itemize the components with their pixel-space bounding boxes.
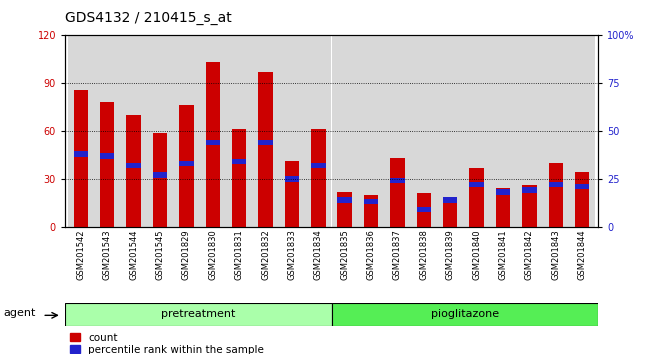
Bar: [516, 35, 543, 227]
Bar: [549, 163, 563, 227]
Bar: [285, 176, 299, 182]
Bar: [364, 199, 378, 205]
Text: GDS4132 / 210415_s_at: GDS4132 / 210415_s_at: [65, 11, 232, 25]
Bar: [575, 172, 590, 227]
Bar: [543, 35, 569, 227]
Bar: [384, 35, 411, 227]
Text: pretreatment: pretreatment: [161, 309, 235, 319]
Bar: [469, 182, 484, 187]
Text: agent: agent: [3, 308, 36, 318]
Bar: [390, 158, 405, 227]
Bar: [126, 162, 141, 168]
Bar: [205, 62, 220, 227]
Bar: [337, 197, 352, 202]
Bar: [179, 105, 194, 227]
Bar: [364, 195, 378, 227]
Bar: [311, 130, 326, 227]
Bar: [232, 130, 246, 227]
Bar: [417, 193, 431, 227]
Bar: [496, 188, 510, 227]
Bar: [126, 115, 141, 227]
Bar: [179, 161, 194, 166]
Bar: [100, 102, 114, 227]
Bar: [153, 172, 167, 178]
Bar: [496, 189, 510, 195]
Bar: [332, 303, 598, 326]
Bar: [417, 207, 431, 212]
Bar: [147, 35, 173, 227]
Bar: [200, 35, 226, 227]
Bar: [252, 35, 279, 227]
Bar: [73, 151, 88, 157]
Bar: [332, 35, 358, 227]
Bar: [120, 35, 147, 227]
Bar: [65, 303, 332, 326]
Bar: [232, 159, 246, 164]
Bar: [94, 35, 120, 227]
Bar: [258, 140, 273, 145]
Bar: [522, 188, 537, 193]
Bar: [463, 35, 490, 227]
Bar: [358, 35, 384, 227]
Bar: [569, 35, 595, 227]
Legend: count, percentile rank within the sample: count, percentile rank within the sample: [70, 333, 264, 354]
Bar: [443, 197, 458, 202]
Bar: [443, 198, 458, 227]
Bar: [575, 184, 590, 189]
Bar: [100, 153, 114, 159]
Bar: [285, 161, 299, 227]
Bar: [411, 35, 437, 227]
Bar: [68, 35, 94, 227]
Bar: [153, 132, 167, 227]
Bar: [549, 182, 563, 187]
Bar: [173, 35, 200, 227]
Bar: [437, 35, 463, 227]
Bar: [279, 35, 305, 227]
Text: pioglitazone: pioglitazone: [431, 309, 499, 319]
Bar: [490, 35, 516, 227]
Bar: [337, 192, 352, 227]
Bar: [258, 72, 273, 227]
Bar: [73, 90, 88, 227]
Bar: [311, 162, 326, 168]
Bar: [205, 140, 220, 145]
Bar: [469, 168, 484, 227]
Bar: [522, 185, 537, 227]
Bar: [226, 35, 252, 227]
Bar: [305, 35, 332, 227]
Bar: [390, 178, 405, 183]
